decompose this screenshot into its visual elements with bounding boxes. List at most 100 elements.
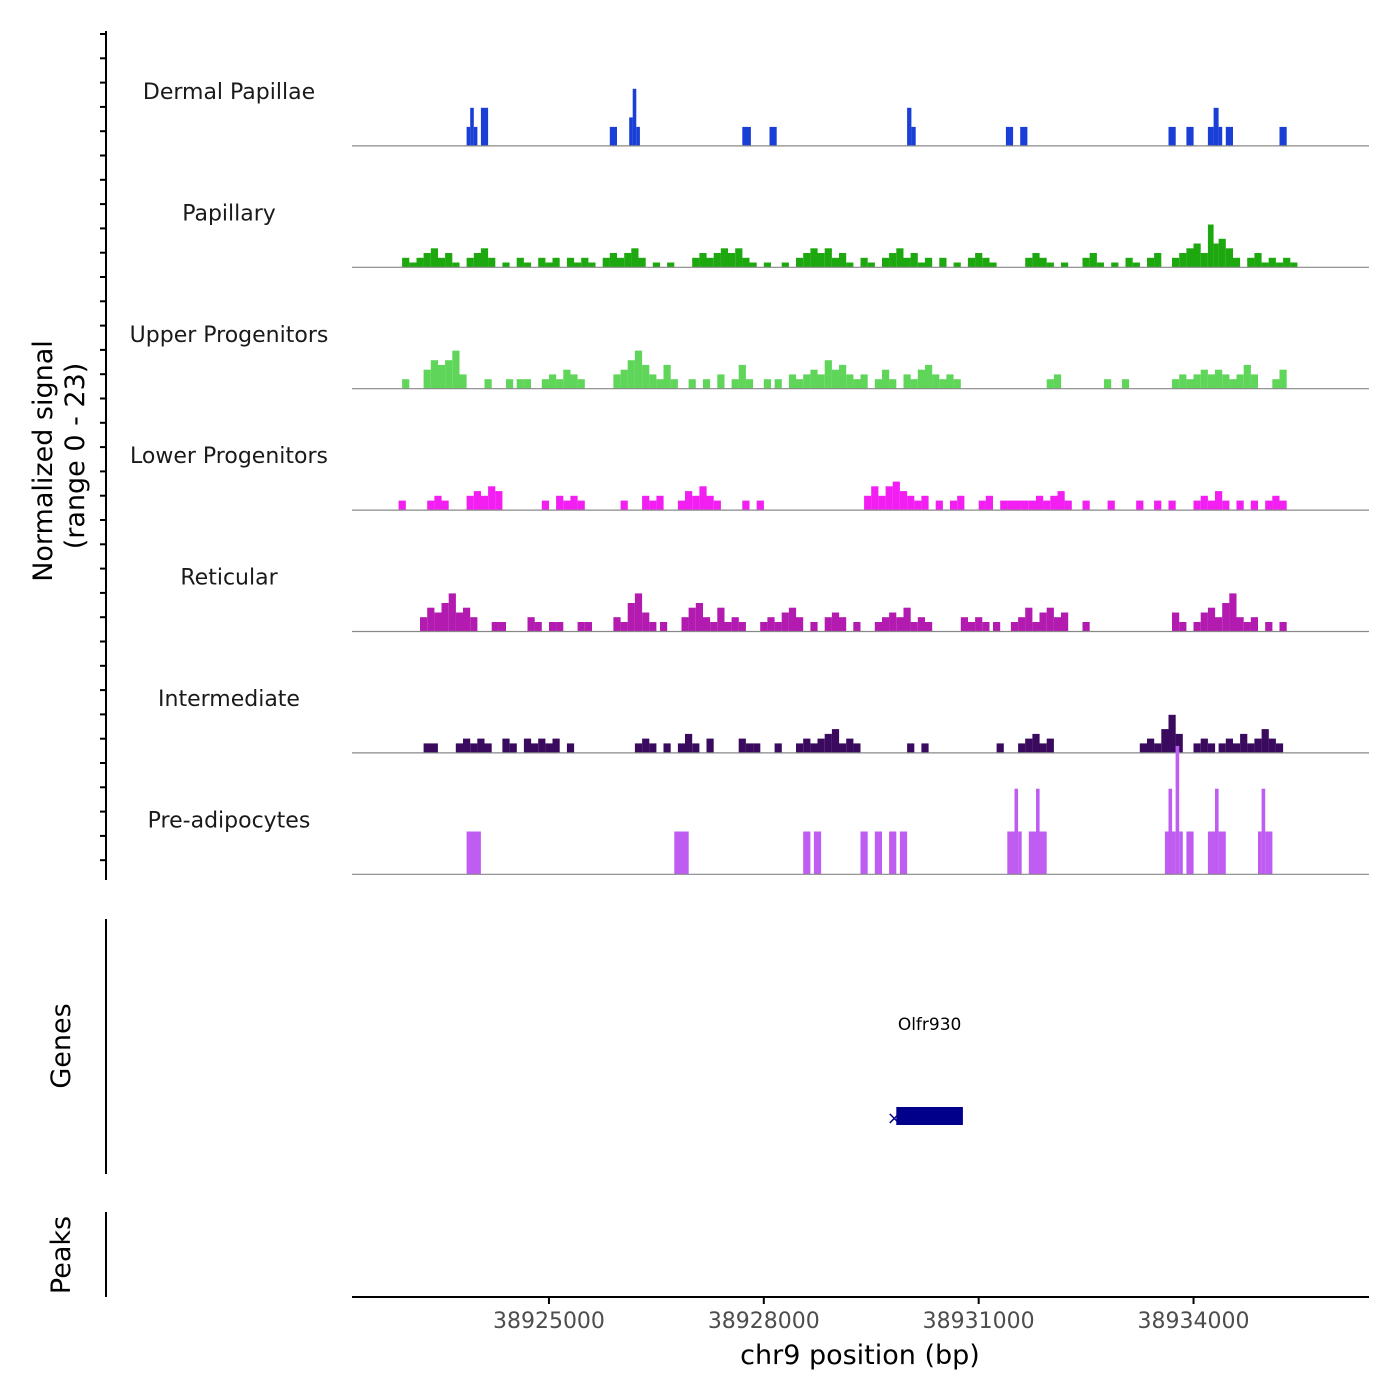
- coverage-bar: [649, 500, 657, 511]
- coverage-bar: [1200, 369, 1208, 389]
- coverage-bar: [717, 607, 725, 632]
- coverage-bar: [1254, 738, 1262, 753]
- coverage-bar: [831, 612, 840, 632]
- coverage-bar: [1258, 831, 1262, 875]
- coverage-bar: [831, 729, 840, 753]
- coverage-bar: [649, 622, 657, 632]
- coverage-bar: [495, 491, 503, 511]
- coverage-bar: [1207, 500, 1216, 511]
- coverage-bar: [1007, 831, 1015, 875]
- coverage-bar: [491, 622, 499, 632]
- coverage-bar: [1139, 743, 1147, 753]
- coverage-bar: [1250, 374, 1258, 389]
- coverage-bar: [685, 491, 693, 511]
- coverage-bar: [1279, 126, 1287, 146]
- coverage-bar: [620, 369, 628, 389]
- coverage-bar: [1053, 374, 1062, 389]
- coverage-bar: [853, 743, 861, 753]
- coverage-bar: [574, 262, 582, 268]
- coverage-bar: [731, 617, 739, 632]
- coverage-bar: [932, 374, 940, 389]
- track-label-lower-progenitors: Lower Progenitors: [130, 444, 328, 469]
- coverage-bar: [831, 369, 840, 389]
- coverage-bar: [989, 262, 997, 268]
- coverage-bar: [437, 364, 446, 389]
- coverage-bar: [1154, 253, 1162, 268]
- coverage-bar: [1050, 495, 1058, 511]
- coverage-bar: [452, 262, 460, 268]
- coverage-bar: [878, 495, 886, 511]
- coverage-bar: [480, 495, 489, 511]
- coverage-bar: [688, 379, 696, 389]
- coverage-bar: [817, 374, 825, 389]
- coverage-bar: [1168, 500, 1176, 511]
- y-axis-title-line2: (range 0 - 23): [60, 363, 91, 550]
- coverage-bar: [846, 262, 854, 268]
- coverage-bar: [609, 253, 617, 268]
- x-tick-label: 38931000: [923, 1309, 1035, 1334]
- coverage-bar: [663, 743, 671, 753]
- coverage-bar: [706, 257, 714, 268]
- coverage-bar: [466, 257, 474, 268]
- coverage-bar: [427, 607, 435, 632]
- coverage-bar: [982, 257, 990, 268]
- coverage-bar: [434, 495, 442, 511]
- coverage-bar: [993, 622, 1001, 632]
- coverage-bar: [563, 369, 571, 389]
- coverage-y-ticks: [100, 33, 106, 862]
- coverage-bar: [1025, 607, 1033, 632]
- coverage-bar: [1082, 500, 1090, 511]
- track-label-papillary: Papillary: [182, 201, 276, 226]
- coverage-bar: [1265, 622, 1273, 632]
- coverage-bar: [742, 126, 751, 146]
- coverage-bar: [853, 379, 861, 389]
- coverage-bar: [480, 107, 489, 146]
- coverage-bar: [824, 248, 832, 268]
- coverage-bar: [903, 374, 911, 389]
- coverage-bar: [1261, 729, 1269, 753]
- coverage-bar: [602, 257, 610, 268]
- coverage-bar: [667, 262, 675, 268]
- coverage-bar: [788, 374, 797, 389]
- coverage-bar: [899, 491, 908, 511]
- coverage-bar: [663, 364, 671, 389]
- coverage-bar: [502, 262, 510, 268]
- coverage-bar: [921, 743, 929, 753]
- coverage-bar: [441, 603, 449, 632]
- coverage-bar: [652, 262, 660, 268]
- coverage-bar: [1186, 831, 1194, 875]
- track-pre-adipocytes: Pre-adipocytes: [148, 745, 1369, 875]
- coverage-bar: [939, 257, 947, 268]
- coverage-bar: [1207, 607, 1216, 632]
- coverage-bar: [1005, 126, 1014, 146]
- coverage-bar: [660, 622, 668, 632]
- coverage-bar: [627, 360, 635, 389]
- coverage-bar: [556, 622, 564, 632]
- coverage-bar: [975, 617, 983, 632]
- coverage-bar: [1136, 500, 1144, 511]
- peaks-panel-label: Peaks: [46, 1216, 77, 1294]
- coverage-bar: [1193, 500, 1201, 511]
- coverage-bar: [445, 253, 453, 268]
- coverage-bar: [538, 738, 546, 753]
- coverage-bar: [1179, 622, 1187, 632]
- coverage-bar: [473, 491, 481, 511]
- coverage-bar: [978, 500, 986, 511]
- coverage-bar: [523, 738, 532, 753]
- coverage-bar: [556, 495, 564, 511]
- coverage-bar: [911, 126, 916, 146]
- coverage-bar: [817, 738, 825, 753]
- coverage-bar: [445, 360, 453, 389]
- coverage-bar: [1179, 831, 1183, 875]
- coverage-bar: [1207, 831, 1216, 875]
- coverage-bar: [1265, 831, 1273, 875]
- coverage-bar: [1032, 622, 1040, 632]
- coverage-bar: [1265, 500, 1273, 511]
- coverage-bar: [917, 617, 925, 632]
- coverage-bar: [552, 738, 560, 753]
- coverage-bar: [566, 743, 575, 753]
- coverage-bar: [649, 743, 657, 753]
- coverage-bar: [921, 495, 929, 511]
- coverage-bar: [889, 831, 897, 875]
- coverage-bar: [677, 500, 686, 511]
